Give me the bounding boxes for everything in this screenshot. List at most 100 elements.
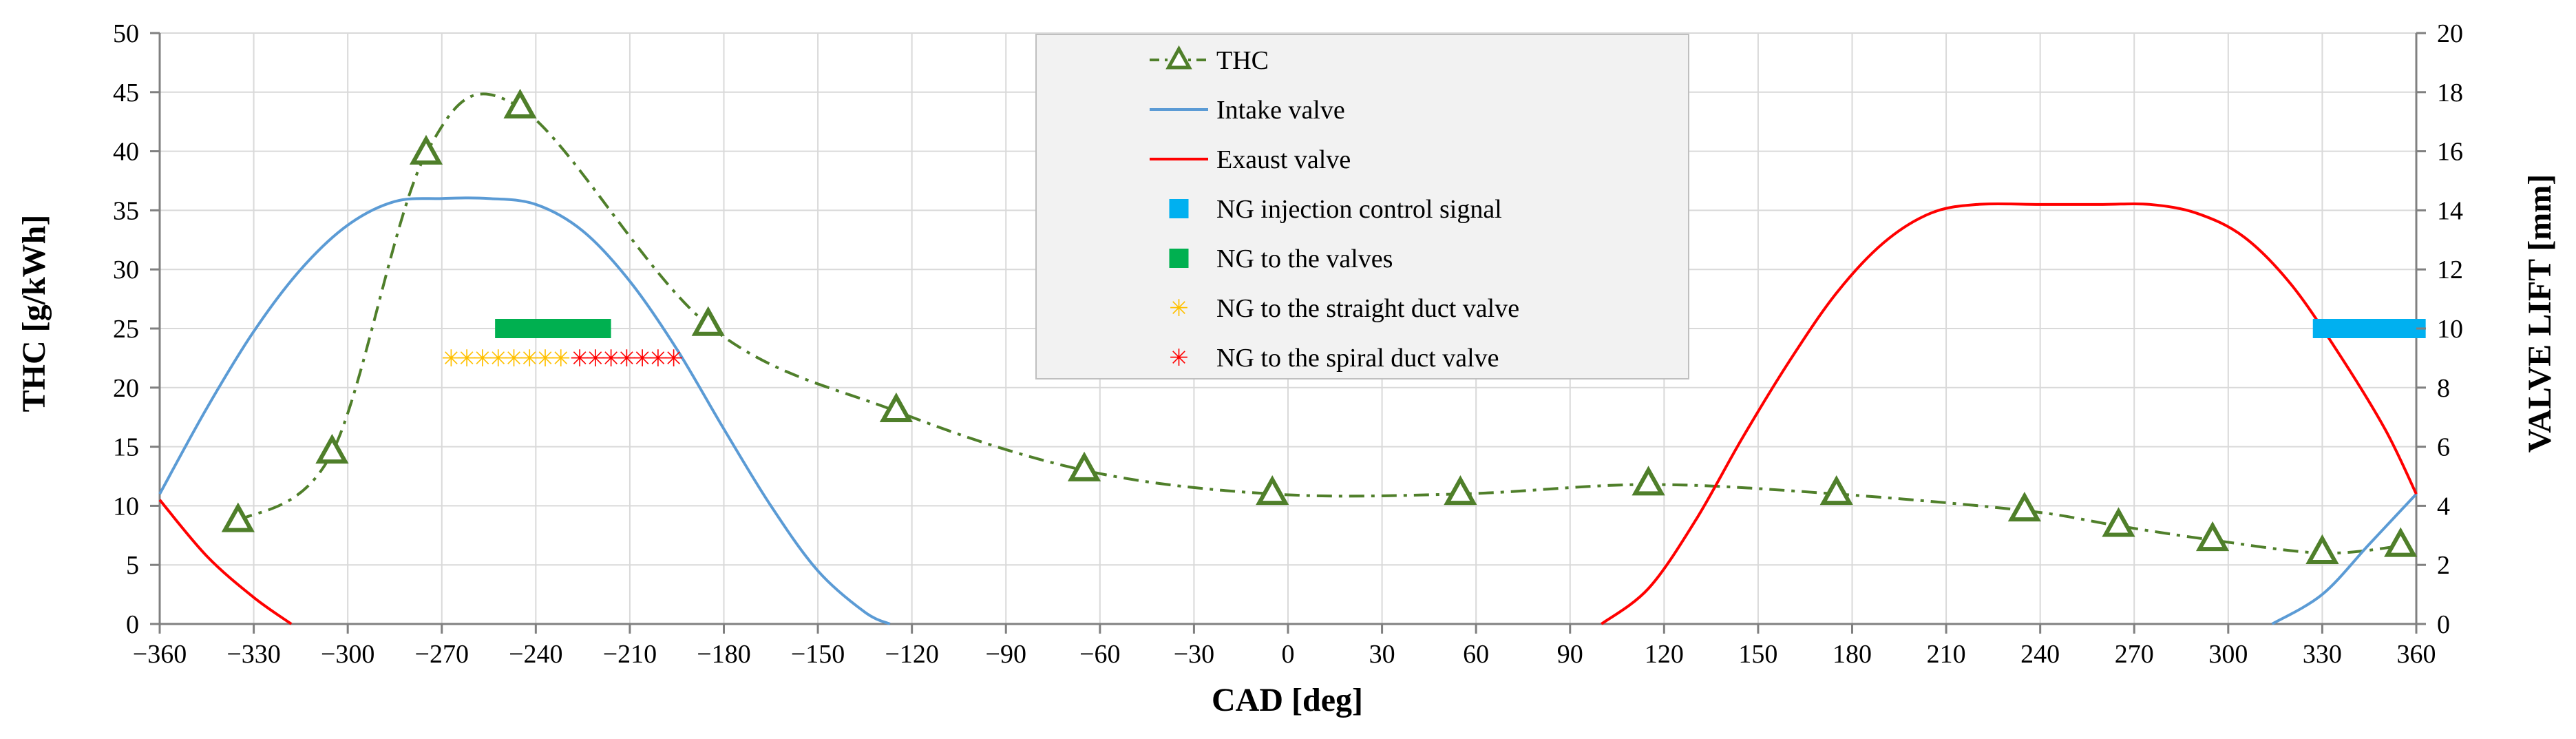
y-tick-label: 35 — [113, 196, 139, 225]
thc-data-point — [409, 134, 443, 165]
y2-tick-label: 2 — [2437, 551, 2450, 580]
x-tick-label: 210 — [1927, 640, 1966, 669]
legend-triangle-icon — [1165, 45, 1192, 70]
thc-data-point — [691, 306, 725, 336]
thc-data-point — [2195, 521, 2230, 552]
y-tick-label: 40 — [113, 138, 139, 167]
x-tick-label: 120 — [1645, 640, 1684, 669]
x-tick-label: 90 — [1557, 640, 1583, 669]
x-tick-label: −30 — [1174, 640, 1214, 669]
legend-label: THC — [1216, 46, 1269, 75]
thc-data-point — [1256, 475, 1289, 506]
spiral-duct-marker: ✳ — [586, 346, 606, 372]
straight-duct-marker: ✳ — [488, 346, 508, 372]
x-tick-label: 0 — [1282, 640, 1295, 669]
y2-tick-label: 14 — [2437, 196, 2463, 225]
x-tick-label: 240 — [2020, 640, 2060, 669]
x-tick-label: −120 — [885, 640, 938, 669]
legend-label: NG to the spiral duct valve — [1216, 344, 1499, 373]
series-layer — [158, 88, 2418, 625]
straight-duct-marker: ✳ — [551, 346, 571, 372]
legend-swatch-square — [1169, 199, 1189, 218]
x-tick-label: 180 — [1833, 640, 1872, 669]
legend-label: Intake valve — [1216, 96, 1345, 125]
y-tick-label: 25 — [113, 315, 139, 344]
thc-data-point — [2384, 527, 2418, 557]
x-tick-label: −300 — [321, 640, 374, 669]
y-tick-label: 30 — [113, 256, 139, 284]
y-tick-label: 5 — [126, 551, 139, 580]
legend: THC Intake valve Exaust valve NG injection … — [1035, 34, 1689, 379]
x-tick-label: −240 — [509, 640, 562, 669]
x-tick-label: 30 — [1369, 640, 1395, 669]
thc-data-point — [221, 502, 255, 532]
thc-data-point — [315, 433, 349, 464]
thc-data-point — [2102, 507, 2135, 537]
spiral-duct-marker: ✳ — [664, 346, 684, 372]
spiral-duct-marker: ✳ — [570, 346, 590, 372]
y2-tick-label: 20 — [2437, 19, 2463, 48]
x-tick-label: −270 — [415, 640, 469, 669]
x-tick-label: 330 — [2303, 640, 2342, 669]
spiral-duct-marker: ✳ — [617, 346, 637, 372]
y-tick-label: 20 — [113, 374, 139, 403]
straight-duct-marker: ✳ — [520, 346, 540, 372]
straight-duct-marker: ✳ — [441, 346, 461, 372]
ng-valves-bar — [495, 319, 611, 338]
x-tick-label: 150 — [1738, 640, 1777, 669]
y2-tick-label: 6 — [2437, 433, 2450, 462]
spiral-duct-marker: ✳ — [601, 346, 621, 372]
thc-data-point — [1067, 451, 1101, 481]
thc-data-point — [503, 88, 537, 119]
y-tick-label: 15 — [113, 433, 139, 462]
legend-star-icon: ✳ — [1169, 296, 1189, 322]
x-tick-label: −360 — [133, 640, 187, 669]
y2-tick-label: 8 — [2437, 374, 2450, 403]
marks-layer: ✳✳✳✳✳✳✳✳✳✳✳✳✳✳✳ — [441, 319, 2426, 372]
y2-tick-label: 4 — [2437, 492, 2450, 521]
exhaust-valve-line — [158, 499, 293, 625]
legend-label: NG to the straight duct valve — [1216, 294, 1519, 323]
straight-duct-marker: ✳ — [473, 346, 493, 372]
x-tick-label: −180 — [697, 640, 750, 669]
thc-data-point — [2007, 492, 2042, 522]
x-tick-label: −330 — [226, 640, 280, 669]
legend-swatch-square — [1169, 249, 1189, 268]
intake-valve-line — [2271, 492, 2418, 625]
x-tick-label: −60 — [1079, 640, 1120, 669]
y2-tick-label: 18 — [2437, 79, 2463, 107]
y-tick-label: 10 — [113, 492, 139, 521]
x-axis-ticks: −360 −330 −300 −270 −240 −210 −180 −150 −120 −90−… — [133, 624, 2436, 669]
y-axis-ticks: 0 5 10 15 20 25 30 35 40 45 50 — [113, 19, 160, 639]
x-tick-label: 360 — [2397, 640, 2436, 669]
thc-data-point — [1632, 466, 1665, 496]
straight-duct-marker: ✳ — [536, 346, 556, 372]
legend-box — [1035, 34, 1689, 379]
x-tick-label: −150 — [791, 640, 845, 669]
legend-star-icon: ✳ — [1169, 346, 1189, 371]
y2-tick-label: 16 — [2437, 138, 2463, 167]
y2-tick-label: 10 — [2437, 315, 2463, 344]
thc-series-line — [237, 92, 2401, 555]
x-tick-label: 270 — [2115, 640, 2154, 669]
straight-duct-marker: ✳ — [504, 346, 524, 372]
x-tick-label: −90 — [986, 640, 1026, 669]
ng-injection-bar — [2312, 319, 2426, 338]
y-tick-label: 50 — [113, 19, 139, 48]
x-tick-label: 300 — [2208, 640, 2248, 669]
legend-label: NG to the valves — [1216, 244, 1393, 273]
y-axis-title: THC [g/kWh] — [16, 215, 52, 413]
thc-data-point — [1819, 475, 1853, 506]
y-tick-label: 0 — [126, 610, 139, 639]
y2-axis-ticks: 0 2 4 6 8 10 12 14 16 18 20 — [2416, 19, 2463, 639]
legend-label: NG injection control signal — [1216, 195, 1502, 224]
x-axis-title: CAD [deg] — [1212, 682, 1363, 718]
y-tick-label: 45 — [113, 79, 139, 107]
spiral-duct-marker: ✳ — [648, 346, 668, 372]
x-tick-label: 60 — [1463, 640, 1489, 669]
exhaust-valve-line — [1601, 202, 2418, 625]
thc-data-point — [879, 392, 914, 423]
y2-tick-label: 0 — [2437, 610, 2450, 639]
spiral-duct-marker: ✳ — [633, 346, 653, 372]
